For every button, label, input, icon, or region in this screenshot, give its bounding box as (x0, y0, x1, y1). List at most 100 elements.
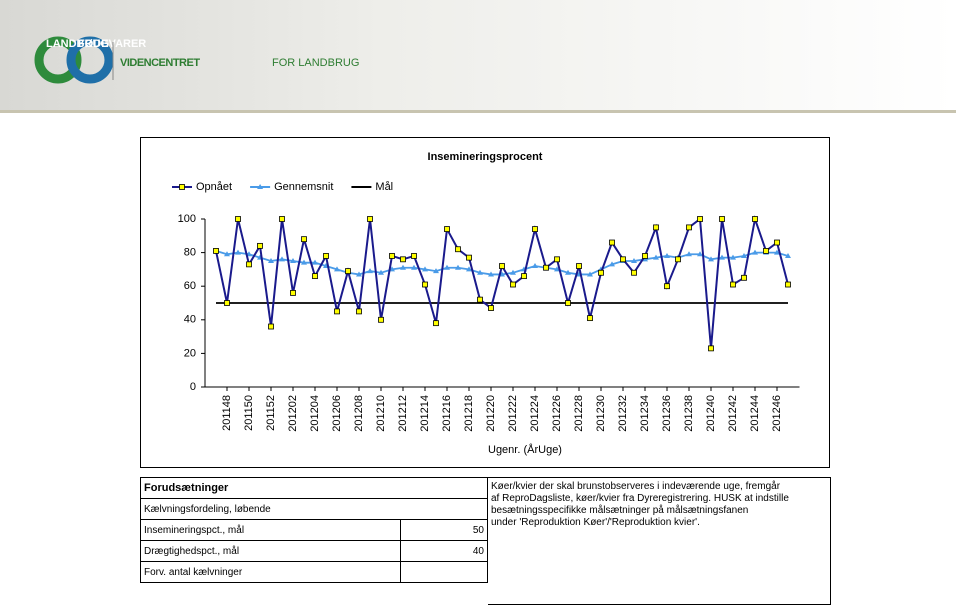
x-tick-label: 201212 (397, 395, 409, 432)
x-tick-label: 201206 (331, 395, 343, 432)
y-tick-label: 80 (184, 247, 196, 259)
marker (752, 216, 758, 222)
marker (631, 258, 637, 263)
marker (565, 300, 571, 306)
marker (477, 269, 483, 275)
x-tick-label: 201240 (705, 395, 717, 432)
marker (455, 246, 461, 253)
marker (708, 345, 714, 352)
x-tick-label: 201242 (727, 395, 739, 432)
marker (235, 216, 241, 222)
note: Køer/kvier der skal brunstobserveres i i… (488, 477, 831, 605)
marker (532, 263, 538, 269)
table: Forudsætninger Kælvningsfordeling, løben… (140, 477, 488, 583)
marker (620, 256, 626, 263)
table-row: Forudsætninger (140, 477, 488, 499)
table-row: Kælvningsfordeling, løbende (140, 498, 488, 520)
table-row: Forv. antal kælvninger (140, 561, 488, 583)
marker (686, 224, 692, 231)
x-tick-label: 201234 (639, 395, 651, 432)
x-tick-label: 201224 (529, 395, 541, 432)
note-line: af ReproDagsliste, køer/kvier fra Dyrere… (491, 493, 789, 504)
marker (279, 216, 285, 222)
marker (422, 281, 428, 288)
x-tick-label: 201238 (683, 395, 695, 432)
brand-rest: FOR LANDBRUG (272, 57, 359, 69)
marker (268, 258, 274, 263)
marker (785, 252, 791, 258)
marker (455, 264, 461, 270)
marker (334, 308, 340, 315)
marker (433, 268, 439, 274)
marker (686, 251, 692, 257)
table-cell: Drægtighedspct., mål (140, 540, 401, 562)
table-row: Insemineringspct., mål 50 (140, 519, 488, 541)
logo: LANDBRUG FØDEVARER VIDENCENTRET FOR LAND… (34, 36, 359, 84)
marker (653, 224, 659, 231)
x-tick-label: 201228 (573, 395, 585, 432)
table-cell: Forv. antal kælvninger (140, 561, 401, 583)
x-tick-label: 201230 (595, 395, 607, 432)
x-tick-label: 201216 (441, 395, 453, 432)
marker (290, 258, 296, 263)
marker (609, 239, 615, 246)
x-tick-label: 201226 (551, 395, 563, 432)
marker (675, 256, 681, 263)
marker (411, 253, 417, 259)
marker (301, 236, 307, 243)
x-tick-label: 201148 (221, 395, 233, 431)
marker (367, 216, 373, 222)
marker (345, 268, 351, 274)
table-title: Forudsætninger (140, 477, 488, 499)
marker (697, 216, 703, 222)
legend-label: Gennemsnit (274, 181, 333, 193)
table-cell: 50 (400, 519, 488, 541)
legend-label: Opnået (196, 181, 232, 193)
marker (719, 254, 725, 260)
note-line: Køer/kvier der skal brunstobserveres i i… (491, 481, 781, 492)
marker (400, 256, 406, 263)
marker (257, 242, 263, 249)
marker (378, 269, 384, 275)
marker (752, 249, 758, 255)
marker (323, 253, 329, 259)
legend-label: Mål (375, 181, 393, 193)
x-tick-label: 201150 (243, 395, 255, 431)
marker (521, 273, 527, 280)
marker (488, 305, 494, 311)
marker (565, 269, 571, 275)
chart: Insemineringsprocent Ugenr. (ÅrUge) 0 20 4… (140, 137, 830, 468)
x-tick-label: 201214 (419, 395, 431, 432)
x-tick-label: 201204 (309, 395, 321, 432)
chart-title: Insemineringsprocent (428, 151, 543, 163)
table-cell: Kælvningsfordeling, løbende (140, 498, 488, 520)
marker (510, 269, 516, 275)
y-tick-label: 20 (184, 347, 196, 359)
x-tick-label: 201220 (485, 395, 497, 432)
note-line: under 'Reproduktion Køer'/'Reproduktion … (491, 517, 700, 528)
marker (367, 268, 373, 274)
marker (730, 254, 736, 260)
marker (642, 253, 648, 259)
x-tick-label: 201236 (661, 395, 673, 432)
marker (444, 226, 450, 232)
marker (466, 266, 472, 272)
x-tick-label: 201222 (507, 395, 519, 432)
marker (378, 316, 384, 323)
logo-text: LANDBRUG (46, 38, 109, 50)
y-tick-label: 60 (184, 280, 196, 292)
marker (774, 249, 780, 255)
marker (631, 269, 637, 276)
marker (268, 323, 274, 330)
marker (653, 254, 659, 260)
logo-ring-right (66, 36, 114, 84)
marker (224, 251, 230, 257)
table-body: Forudsætninger Kælvningsfordeling, løben… (140, 477, 488, 583)
table-cell: Insemineringspct., mål (140, 519, 401, 541)
marker (312, 273, 318, 280)
marker (774, 239, 780, 246)
x-tick-label: 201208 (353, 395, 365, 432)
header: LANDBRUG FØDEVARER VIDENCENTRET FOR LAND… (0, 0, 956, 113)
marker (235, 249, 241, 255)
